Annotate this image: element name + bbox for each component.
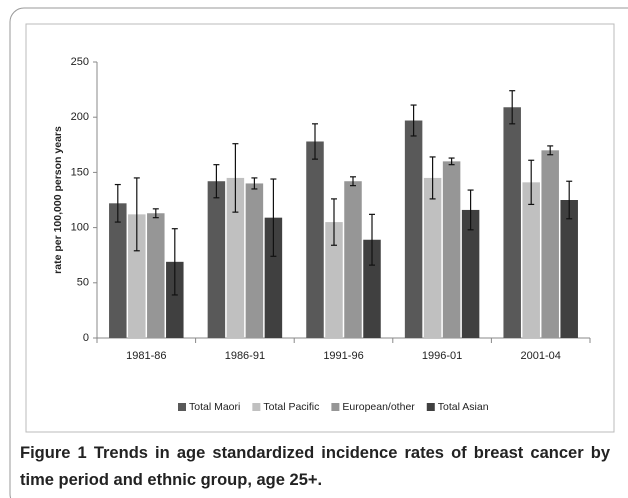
bar xyxy=(522,182,540,338)
bar xyxy=(245,183,264,338)
y-tick-label: 100 xyxy=(71,222,89,234)
bar xyxy=(423,177,442,338)
legend-label: Total Asian xyxy=(438,401,489,413)
error-bar xyxy=(410,104,417,137)
y-tick-label: 250 xyxy=(71,56,89,68)
bar xyxy=(147,213,165,338)
legend-label: Total Pacific xyxy=(263,401,319,413)
error-bar xyxy=(566,180,573,220)
legend-label: Total Maori xyxy=(189,401,240,413)
error-bar xyxy=(528,159,535,206)
x-tick-label: 1991-96 xyxy=(323,350,363,362)
y-tick-label: 0 xyxy=(83,332,89,344)
y-tick-label: 50 xyxy=(77,277,89,289)
bar xyxy=(344,181,362,338)
legend-label: European/other xyxy=(342,401,415,413)
bar xyxy=(166,261,184,338)
bar xyxy=(461,209,480,338)
bar xyxy=(541,150,559,338)
y-tick-label: 150 xyxy=(71,166,89,178)
x-tick-label: 1981-86 xyxy=(126,350,166,362)
error-bar xyxy=(429,156,436,200)
y-axis-label: rate per 100,000 person years xyxy=(52,126,64,274)
error-bar xyxy=(251,177,258,190)
error-bar xyxy=(509,90,516,125)
x-tick-label: 1986-91 xyxy=(225,350,265,362)
error-bar xyxy=(331,198,337,246)
legend-swatch xyxy=(426,403,435,411)
error-bar xyxy=(133,177,140,252)
error-bar xyxy=(171,228,178,296)
frame xyxy=(9,7,628,498)
caption: Figure 1 Trends in age standardized inci… xyxy=(20,440,610,494)
x-tick-label: 2001-04 xyxy=(521,350,561,362)
error-bar xyxy=(467,189,474,231)
legend-swatch xyxy=(331,403,340,411)
error-bar xyxy=(312,123,318,160)
bar xyxy=(207,181,226,338)
bar xyxy=(404,120,423,339)
error-bar xyxy=(152,208,159,219)
legend-swatch xyxy=(252,403,261,411)
error-bar xyxy=(547,145,554,156)
y-tick-label: 200 xyxy=(71,111,89,123)
error-bar xyxy=(350,176,356,187)
error-bar xyxy=(114,183,121,223)
error-bar xyxy=(232,143,239,213)
bar xyxy=(363,239,381,338)
bar xyxy=(128,214,146,338)
error-bar xyxy=(270,178,277,257)
caption-text: Trends in age standardized incidence rat… xyxy=(20,444,610,489)
error-bar xyxy=(369,213,375,266)
error-bar xyxy=(213,164,220,199)
bar xyxy=(503,107,521,338)
bar xyxy=(560,200,578,338)
bar xyxy=(264,217,283,338)
legend-swatch xyxy=(178,403,186,411)
bar xyxy=(109,203,127,338)
bar xyxy=(306,141,324,338)
error-bar xyxy=(448,157,455,166)
x-tick-label: 1996-01 xyxy=(422,350,462,362)
bar xyxy=(226,177,245,338)
bar xyxy=(325,222,343,338)
caption-label: Figure 1 xyxy=(20,444,87,462)
bar xyxy=(442,161,461,338)
